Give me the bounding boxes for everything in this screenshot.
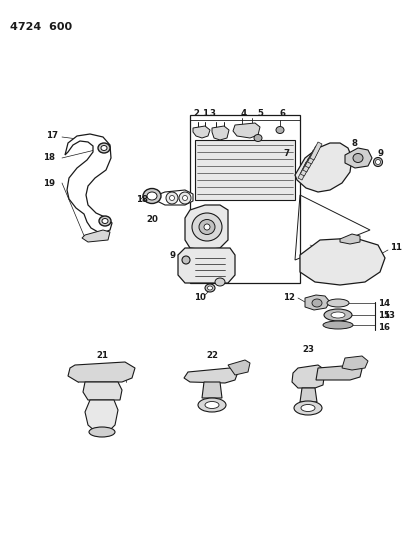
Ellipse shape xyxy=(199,220,215,235)
Ellipse shape xyxy=(331,312,345,318)
Ellipse shape xyxy=(182,256,190,264)
Ellipse shape xyxy=(323,321,353,329)
Ellipse shape xyxy=(99,216,111,226)
Polygon shape xyxy=(300,238,385,285)
Ellipse shape xyxy=(324,309,352,321)
Ellipse shape xyxy=(147,192,157,200)
Ellipse shape xyxy=(89,427,115,437)
Ellipse shape xyxy=(294,401,322,415)
Text: 4724  600: 4724 600 xyxy=(10,22,72,32)
Polygon shape xyxy=(300,388,317,402)
Text: 12: 12 xyxy=(283,294,295,303)
Text: 19: 19 xyxy=(43,179,55,188)
Bar xyxy=(190,115,300,283)
Polygon shape xyxy=(345,148,372,168)
Ellipse shape xyxy=(312,299,322,307)
Polygon shape xyxy=(340,234,360,244)
Ellipse shape xyxy=(205,401,219,408)
Text: 6: 6 xyxy=(280,109,286,117)
Polygon shape xyxy=(157,190,193,205)
Polygon shape xyxy=(85,400,118,432)
Text: 13: 13 xyxy=(383,311,395,320)
Ellipse shape xyxy=(327,299,349,307)
Text: 18: 18 xyxy=(136,196,148,205)
Ellipse shape xyxy=(166,192,178,204)
Text: 14: 14 xyxy=(378,298,390,308)
Ellipse shape xyxy=(98,143,110,153)
Text: 22: 22 xyxy=(206,351,218,359)
Polygon shape xyxy=(83,382,122,400)
Polygon shape xyxy=(310,142,322,160)
Text: 9: 9 xyxy=(377,149,383,157)
Text: 9: 9 xyxy=(169,251,175,260)
Polygon shape xyxy=(292,365,325,388)
Polygon shape xyxy=(303,154,315,172)
Polygon shape xyxy=(305,150,317,168)
Text: 3: 3 xyxy=(209,109,215,117)
Ellipse shape xyxy=(182,196,188,200)
Ellipse shape xyxy=(101,146,107,150)
Polygon shape xyxy=(212,126,229,140)
Text: 11: 11 xyxy=(390,244,402,253)
Polygon shape xyxy=(202,382,222,398)
Text: 8: 8 xyxy=(352,139,358,148)
Polygon shape xyxy=(316,365,362,380)
Text: 20: 20 xyxy=(146,215,158,224)
Bar xyxy=(195,140,295,200)
Text: 10: 10 xyxy=(194,294,206,303)
Text: 1: 1 xyxy=(202,109,208,117)
Text: 17: 17 xyxy=(46,131,58,140)
Ellipse shape xyxy=(254,134,262,141)
Ellipse shape xyxy=(301,405,315,411)
Ellipse shape xyxy=(143,189,161,204)
Ellipse shape xyxy=(198,398,226,412)
Polygon shape xyxy=(342,356,368,370)
Polygon shape xyxy=(68,362,135,382)
Text: 21: 21 xyxy=(96,351,108,359)
Ellipse shape xyxy=(215,278,225,286)
Polygon shape xyxy=(178,248,235,283)
Text: 4: 4 xyxy=(241,109,247,117)
Ellipse shape xyxy=(375,159,381,165)
Ellipse shape xyxy=(276,126,284,133)
Ellipse shape xyxy=(169,196,175,200)
Text: 15: 15 xyxy=(378,311,390,319)
Ellipse shape xyxy=(353,154,363,163)
Polygon shape xyxy=(233,123,260,138)
Polygon shape xyxy=(298,162,310,180)
Ellipse shape xyxy=(373,157,383,166)
Polygon shape xyxy=(82,230,110,242)
Text: 23: 23 xyxy=(302,345,314,354)
Ellipse shape xyxy=(205,284,215,292)
Ellipse shape xyxy=(204,224,210,230)
Text: 7: 7 xyxy=(284,149,290,157)
Text: 18: 18 xyxy=(43,154,55,163)
Text: 5: 5 xyxy=(257,109,263,117)
Text: 16: 16 xyxy=(378,322,390,332)
Text: 2: 2 xyxy=(193,109,199,117)
Polygon shape xyxy=(308,146,319,164)
Ellipse shape xyxy=(102,219,108,223)
Polygon shape xyxy=(184,368,238,383)
Polygon shape xyxy=(193,126,210,138)
Polygon shape xyxy=(305,295,330,310)
Polygon shape xyxy=(295,143,352,192)
Polygon shape xyxy=(300,158,313,176)
Polygon shape xyxy=(185,205,228,250)
Ellipse shape xyxy=(192,213,222,241)
Polygon shape xyxy=(228,360,250,375)
Ellipse shape xyxy=(208,286,213,290)
Polygon shape xyxy=(65,134,112,233)
Ellipse shape xyxy=(179,192,191,204)
